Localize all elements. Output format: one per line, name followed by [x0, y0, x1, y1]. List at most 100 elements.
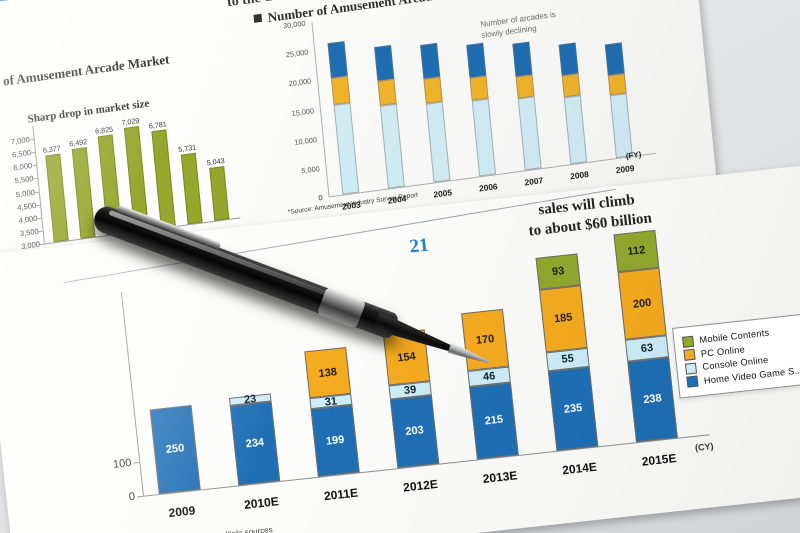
chart-b-segment	[333, 102, 360, 195]
chart-a-y-tick: 5,500	[0, 174, 34, 185]
chart-b-segment	[607, 72, 627, 96]
chart-c-data-label: 199	[325, 433, 345, 448]
chart-b-y-tick-label: 15,000	[291, 105, 315, 118]
legend-swatch-icon	[684, 362, 698, 375]
legend-swatch-icon	[683, 348, 696, 361]
chart-c-segment: 250	[149, 404, 201, 495]
chart-c-x-label: 2015E	[641, 451, 678, 469]
chart-a-y-axis	[32, 125, 45, 244]
chart-b-x-label: 2009	[615, 162, 635, 176]
chart-b-segment	[561, 73, 581, 98]
chart-a-y-tick-label: 5,000	[15, 187, 36, 199]
chart-b-segment	[379, 103, 405, 189]
chart-a-y-tick: 4,500	[0, 200, 37, 211]
chart-a-bar	[45, 153, 69, 243]
chart-b-stacked-bar	[558, 42, 588, 165]
chart-a-y-tick-label: 4,500	[16, 200, 37, 212]
chart-b-y-tick-label: 25,000	[285, 47, 309, 60]
chart-c-data-label: 138	[317, 366, 338, 380]
chart-b-segment	[604, 42, 625, 76]
chart-c-data-label: 238	[642, 392, 663, 407]
chart-b-segment	[609, 93, 633, 159]
chart-a-y-tick: 7,000	[0, 135, 30, 146]
chart-b-segment	[558, 42, 579, 76]
chart-a-y-tick-label: 5,500	[14, 174, 34, 186]
chart-b-x-label: 2005	[432, 187, 453, 200]
chart-b-stacked-bar	[327, 41, 360, 195]
chart-c-data-label: 112	[626, 243, 646, 258]
chart-b-segment	[330, 76, 351, 105]
chart-c-segment: 235	[547, 366, 599, 451]
chart-c-x-label: 2014E	[561, 459, 598, 478]
chart-c-data-label: 46	[482, 369, 496, 384]
chart-b-segment	[377, 78, 397, 107]
chart-b-segment	[466, 42, 487, 78]
square-bullet-icon	[253, 13, 263, 23]
chart-b-y-tick-label: 5,000	[300, 163, 321, 176]
chart-c-segment: 238	[627, 356, 678, 443]
chart-a-y-tick: 5,000	[0, 187, 36, 198]
chart-c-segment: 185	[539, 285, 588, 353]
chart-b-segment	[512, 41, 533, 77]
chart-c-segment: 215	[469, 381, 519, 460]
chart-c-data-label: 234	[245, 436, 265, 451]
chart-c-x-label: 2013E	[482, 468, 519, 486]
chart-c-cy-label: (CY)	[694, 440, 714, 453]
chart-b-segment	[515, 73, 535, 99]
chart-c-data-label: 154	[396, 350, 417, 365]
chart-c-segment: 203	[389, 394, 440, 469]
chart-b-segment	[469, 75, 489, 101]
chart-c-data-label: 250	[165, 442, 185, 457]
chart-b-stacked-bar	[604, 42, 633, 159]
chart-a-bar	[209, 166, 230, 221]
chart-a-title: Number of Amusement Arcade Market	[0, 51, 171, 95]
chart-c-x-label: 2010E	[243, 494, 280, 512]
chart-c-data-label: 39	[403, 383, 417, 397]
chart-c-stacked-bar: 154 39 203	[382, 329, 440, 469]
chart-b-segment	[471, 98, 497, 177]
chart-b-segment	[327, 41, 348, 79]
chart-a-tick-mark	[39, 243, 45, 246]
chart-a-y-tick: 3,500	[0, 227, 39, 238]
chart-c-data-label: 63	[640, 341, 654, 356]
chart-a-y-tick-label: 6,500	[11, 148, 32, 160]
chart-c-segment: 138	[304, 347, 352, 399]
chart-b-segment	[423, 76, 443, 104]
chart-a-y-tick: 4,000	[0, 214, 38, 225]
chart-b-segment	[563, 95, 588, 165]
chart-c-segment: 112	[613, 229, 660, 273]
page-number: 21	[408, 234, 430, 258]
chart-c-bars: 250 23 234 138 31 199 154 39 203 170 46 215 93 185 55 2…	[75, 228, 711, 495]
chart-c-segment: 199	[310, 404, 360, 477]
chart-b-stacked-bar	[374, 44, 405, 189]
chart-c-data-label: 55	[560, 352, 575, 367]
chart-b-x-label: 2008	[569, 168, 590, 182]
chart-c-x-label: 2012E	[402, 476, 439, 495]
chart-c-tick-mark	[136, 495, 144, 498]
chart-b-y-tick-label: 10,000	[294, 134, 318, 147]
chart-c-data-label: 200	[632, 296, 652, 311]
chart-a-y-tick-label: 3,500	[19, 226, 40, 239]
chart-b-segment	[425, 101, 451, 183]
chart-c-data-label: 185	[553, 311, 574, 326]
chart-c-data-label: 235	[563, 401, 583, 416]
legend-item-label: PC Online	[700, 343, 746, 359]
chart-c-segment: 170	[461, 308, 510, 371]
chart-c-data-label: 93	[551, 264, 565, 279]
chart-a-y-tick: 6,500	[0, 148, 32, 159]
chart-b-segment	[420, 43, 441, 80]
chart-c-segment: 234	[229, 401, 281, 486]
chart-c-data-label: 215	[484, 413, 504, 428]
legend-swatch-icon	[686, 375, 699, 388]
chart-b-x-label: 2007	[524, 175, 544, 188]
chart-c-stacked-bar: 138 31 199	[304, 347, 360, 477]
chart-a-y-tick: 6,000	[0, 161, 33, 172]
chart-b-stacked-bar	[466, 42, 497, 177]
chart-b-stacked-bar	[420, 43, 451, 183]
chart-c-x-label: 2009	[167, 503, 196, 521]
chart-c-stacked-bar: 170 46 215	[461, 308, 519, 460]
chart-b-segment	[517, 96, 542, 171]
chart-c-segment: 200	[617, 267, 667, 341]
chart-c-y-tick-label: 0	[128, 490, 136, 504]
